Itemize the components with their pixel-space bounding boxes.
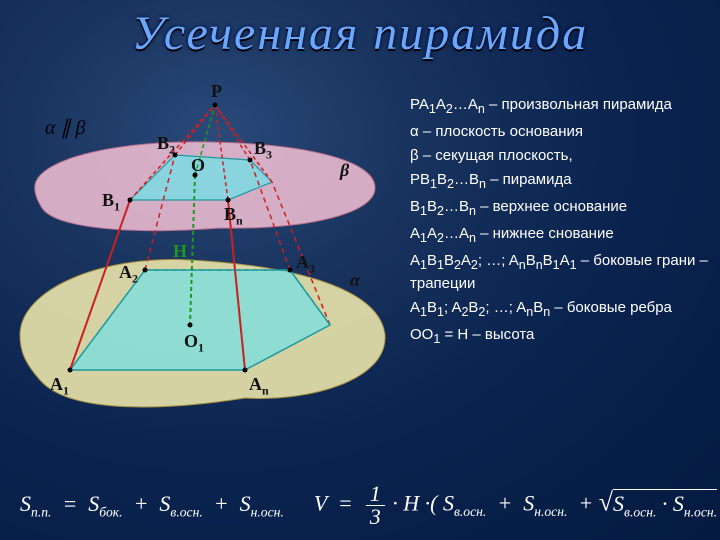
point-label-A3: A3 (296, 252, 315, 277)
formulas-row: Sп.п. = Sбок. + Sв.осн. + Sн.осн. V = 13… (20, 483, 700, 528)
plane-beta-label: β (340, 160, 349, 181)
point-label-P: P (211, 81, 222, 102)
point-label-O: O (191, 155, 205, 176)
legend: PA1A2…An – произвольная пирамида α – плос… (410, 95, 710, 352)
page-title: Усеченная пирамида (0, 6, 720, 61)
legend-line: OO1 = H – высота (410, 325, 710, 348)
height-label: H (173, 241, 187, 262)
point-label-A2: A2 (119, 262, 138, 287)
legend-line: A1A2…An – нижнее снование (410, 224, 710, 247)
point-label-A1: A1 (50, 374, 69, 399)
legend-line: A1B1; A2B2; …; AnBn – боковые ребра (410, 298, 710, 321)
legend-line: B1B2…Bn – верхнее основание (410, 197, 710, 220)
point-label-An: An (249, 374, 269, 399)
point-label-B1: B1 (102, 190, 120, 215)
plane-alpha-label: α (350, 270, 360, 291)
point-label-Bn: Bn (224, 204, 243, 229)
point-label-B3: B3 (254, 138, 272, 163)
legend-line: A1B1B2A2; …; AnBnB1A1 – боковые грани – … (410, 251, 710, 294)
legend-line: α – плоскость основания (410, 122, 710, 142)
diagram-stage: α ∥ β P B1 B2 B3 Bn O A1 A2 A3 An O1 Hα β (10, 80, 390, 420)
parallel-note: α ∥ β (45, 115, 85, 140)
point-label-B2: B2 (157, 133, 175, 158)
formula-area: Sп.п. = Sбок. + Sв.осн. + Sн.осн. (20, 491, 284, 520)
legend-line: β – секущая плоскость, (410, 146, 710, 166)
point-label-O1: O1 (184, 331, 204, 356)
formula-volume: V = 13 · H ·( Sв.осн. + Sн.осн. + √ Sв.о… (314, 483, 720, 528)
legend-line: PA1A2…An – произвольная пирамида (410, 95, 710, 118)
legend-line: PB1B2…Bn – пирамида (410, 170, 710, 193)
